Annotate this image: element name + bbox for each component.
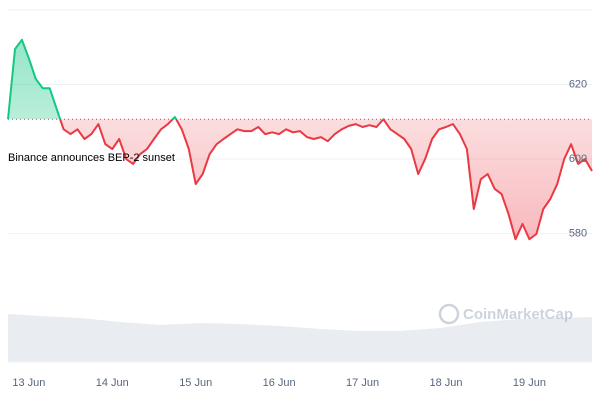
annotation: Binance announces BEP-2 sunset bbox=[8, 152, 175, 164]
plot-area bbox=[7, 38, 593, 241]
area-down bbox=[60, 119, 592, 240]
y-tick-label: 620 bbox=[569, 78, 587, 90]
y-tick-label: 580 bbox=[569, 228, 587, 240]
watermark-logo bbox=[438, 303, 460, 325]
volume-area bbox=[8, 314, 592, 362]
x-tick-label: 15 Jun bbox=[179, 377, 212, 389]
x-tick-label: 17 Jun bbox=[346, 377, 379, 389]
y-tick-label: 600 bbox=[569, 153, 587, 165]
price-line-down bbox=[8, 119, 593, 241]
watermark: CoinMarketCap bbox=[438, 303, 573, 325]
x-tick-label: 13 Jun bbox=[12, 377, 45, 389]
x-tick-label: 19 Jun bbox=[513, 377, 546, 389]
x-tick-label: 18 Jun bbox=[429, 377, 462, 389]
x-tick-label: 14 Jun bbox=[96, 377, 129, 389]
x-tick-label: 16 Jun bbox=[263, 377, 296, 389]
watermark-text: CoinMarketCap bbox=[463, 306, 573, 323]
